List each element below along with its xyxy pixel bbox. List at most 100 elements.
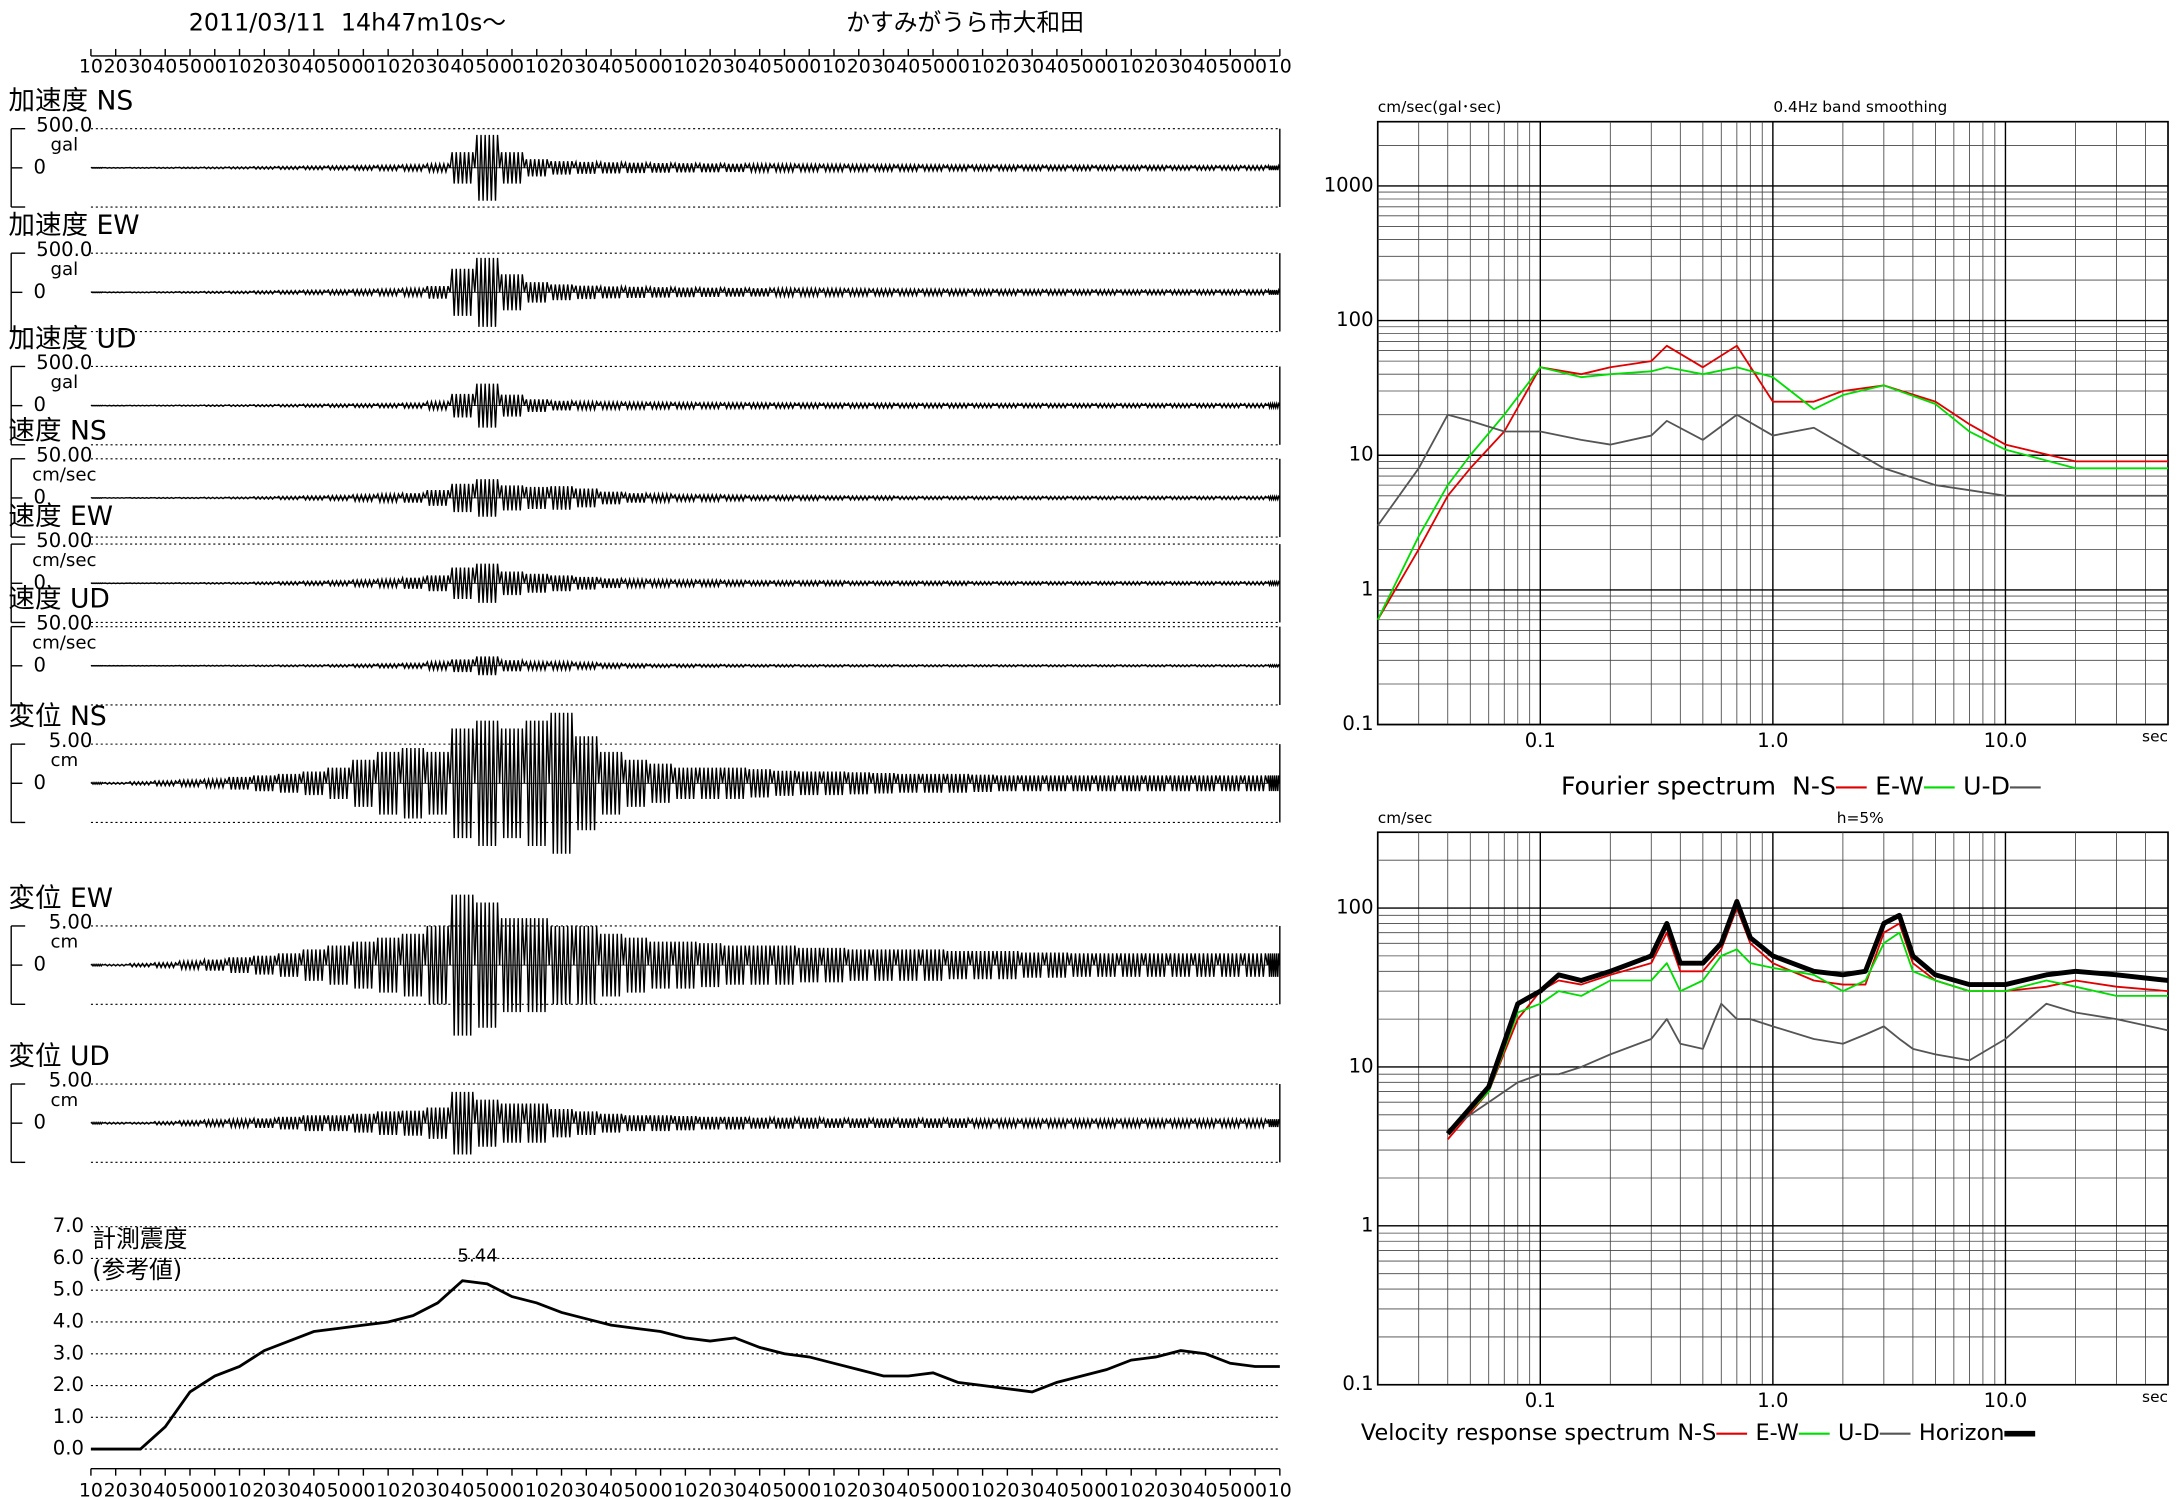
waveform-segment xyxy=(721,578,748,589)
waveform-segment xyxy=(375,491,402,505)
waveform-segment xyxy=(870,772,897,794)
waveform-segment xyxy=(895,773,922,793)
waveform-segment xyxy=(276,580,302,587)
waveform-segment xyxy=(1266,494,1281,502)
waveform-segment xyxy=(399,575,426,589)
waveform-segment xyxy=(573,1111,600,1135)
x-tick-label: 10.0 xyxy=(1984,1389,2028,1412)
time-tick-label: 30 xyxy=(1020,56,1044,78)
time-tick-label: 50 xyxy=(475,56,499,78)
time-tick-label: 40 xyxy=(896,1480,920,1500)
waveform-segment xyxy=(1242,288,1268,297)
trace-title: 変位 EW xyxy=(8,883,113,914)
waveform-segment xyxy=(746,286,773,297)
waveform-segment xyxy=(251,775,278,792)
waveform-segment xyxy=(1068,1116,1095,1130)
waveform-segment xyxy=(548,925,575,1005)
scale-label: 50.00 xyxy=(36,529,92,552)
waveform-segment xyxy=(1043,287,1070,297)
waveform-segment xyxy=(672,662,699,669)
time-tick-label: 40 xyxy=(1045,1480,1069,1500)
y-tick-label: 7.0 xyxy=(53,1214,84,1237)
waveform-segment xyxy=(845,772,872,795)
time-tick-label: 20 xyxy=(401,56,425,78)
waveform-segment xyxy=(845,162,872,174)
waveform-segment xyxy=(895,1116,922,1129)
waveform-segment xyxy=(1142,1116,1169,1130)
trace-title: 速度 EW xyxy=(8,501,113,532)
time-tick-label: 10 xyxy=(673,1480,697,1500)
waveform-segment xyxy=(1093,402,1120,410)
time-tick-label: 20 xyxy=(1144,56,1168,78)
waveform-segment xyxy=(796,947,823,983)
waveform-segment xyxy=(1043,775,1070,792)
waveform-segment xyxy=(90,781,104,786)
waveform-segment xyxy=(697,161,724,173)
y-tick-label: 100 xyxy=(1336,896,1373,919)
time-tick-label: 30 xyxy=(723,56,747,78)
waveform-segment xyxy=(944,950,971,980)
time-tick-label: 40 xyxy=(896,56,920,78)
spectrum-line xyxy=(1445,899,2169,1136)
waveform-segment xyxy=(325,663,352,669)
y-tick-label: 6.0 xyxy=(53,1246,84,1269)
waveform-segment xyxy=(895,162,922,174)
waveform-segment xyxy=(251,289,278,295)
waveform-segment xyxy=(944,1116,971,1129)
time-tick-label: 30 xyxy=(872,56,896,78)
waveform-segment xyxy=(300,771,327,796)
time-tick-label: 30 xyxy=(574,56,598,78)
waveform-segment xyxy=(1118,402,1145,410)
waveform-segment xyxy=(1019,580,1045,587)
waveform-segment xyxy=(1167,953,1194,977)
waveform-segment xyxy=(919,949,947,981)
waveform-segment xyxy=(821,401,847,410)
waveform-segment xyxy=(498,152,526,184)
time-tick-label: 10 xyxy=(673,56,697,78)
waveform-segment xyxy=(573,285,600,300)
waveform-segment xyxy=(1143,402,1169,410)
waveform-segment xyxy=(1217,663,1243,668)
time-tick-label: 20 xyxy=(847,56,871,78)
x-tick-label: 1.0 xyxy=(1757,729,1788,752)
waveform-segment xyxy=(548,575,575,592)
waveform-segment xyxy=(746,663,773,669)
waveform-segment xyxy=(721,1116,748,1130)
waveform-segment xyxy=(1043,1116,1070,1130)
waveform-segment xyxy=(622,759,649,807)
intensity-subtitle: (参考値) xyxy=(92,1256,182,1284)
waveform-segment xyxy=(598,159,625,174)
waveform-segment xyxy=(1093,495,1120,501)
waveform-segment xyxy=(622,1115,649,1132)
waveform-segment xyxy=(251,495,278,501)
waveform-segment xyxy=(573,925,600,1005)
waveform-segment xyxy=(548,486,575,510)
trace-title: 加速度 UD xyxy=(8,323,136,354)
waveform-segment xyxy=(548,398,575,411)
waveform-segment xyxy=(177,496,203,500)
waveform-segment xyxy=(598,491,625,505)
time-tick-label: 30 xyxy=(872,1480,896,1500)
waveform-segment xyxy=(944,287,971,298)
waveform-segment xyxy=(771,493,798,503)
waveform-segment xyxy=(103,781,129,785)
waveform-segment xyxy=(177,404,203,407)
waveform-segment xyxy=(969,163,996,173)
time-tick-label: 00 xyxy=(1243,56,1267,78)
spectrum-line xyxy=(1376,413,2169,527)
waveform-segment xyxy=(1143,288,1169,297)
waveform-segment xyxy=(994,402,1021,410)
waveform-segment xyxy=(201,776,228,790)
waveform-segment xyxy=(821,161,847,174)
waveform-segment xyxy=(548,659,575,673)
waveform-segment xyxy=(771,401,798,410)
waveform-segment xyxy=(672,1115,699,1131)
waveform-segment xyxy=(697,577,724,589)
y-tick-label: 0.0 xyxy=(53,1437,84,1460)
waveform-segment xyxy=(697,285,724,298)
time-tick-label: 20 xyxy=(550,56,574,78)
waveform-segment xyxy=(994,580,1021,587)
legend-title: Velocity response spectrum N-S xyxy=(1361,1420,1716,1446)
waveform-segment xyxy=(771,579,798,588)
waveform-segment xyxy=(796,771,823,796)
